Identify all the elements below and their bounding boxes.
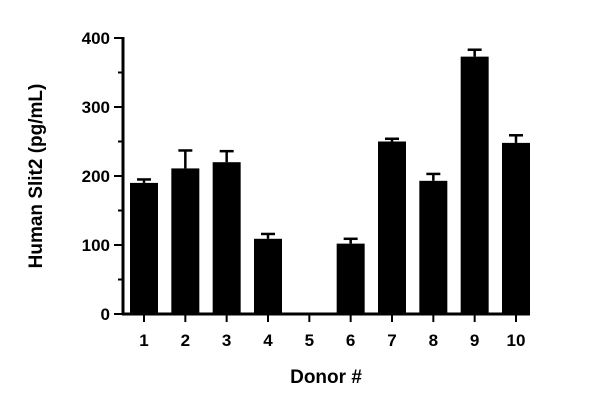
bar-donor-10 [502,142,530,314]
x-tick-label: 10 [507,331,526,350]
y-ticks-layer: 0 100 200 300 400 [82,29,123,324]
y-tick-label: 400 [82,29,110,48]
x-tick-label: 4 [263,331,273,350]
bar-donor-7 [378,141,406,314]
error-bars-layer [137,48,523,244]
y-tick-label: 200 [82,167,110,186]
x-tick-label: 3 [222,331,231,350]
y-tick-label: 100 [82,236,110,255]
bar-donor-2 [171,168,200,314]
x-tick-label: 9 [470,331,479,350]
x-tick-label: 2 [181,331,190,350]
x-tick-label: 8 [429,331,438,350]
x-axis-title: Donor # [290,367,362,388]
y-axis-title: Human Slit2 (pg/mL) [26,84,47,269]
x-tick-label: 7 [387,331,396,350]
bar-donor-1 [130,182,158,314]
x-tick-label: 1 [139,331,148,350]
bars-layer [130,56,530,314]
x-ticks-layer: 1 2 3 4 5 6 7 8 9 10 [139,314,525,350]
bar-donor-4 [254,238,282,314]
bar-donor-3 [212,162,241,314]
y-tick-label: 0 [101,305,110,324]
bar-donor-8 [419,180,448,314]
bar-donor-6 [336,243,365,314]
bar-donor-9 [460,56,489,314]
x-tick-label: 5 [305,331,314,350]
y-tick-label: 300 [82,98,110,117]
x-tick-label: 6 [346,331,355,350]
